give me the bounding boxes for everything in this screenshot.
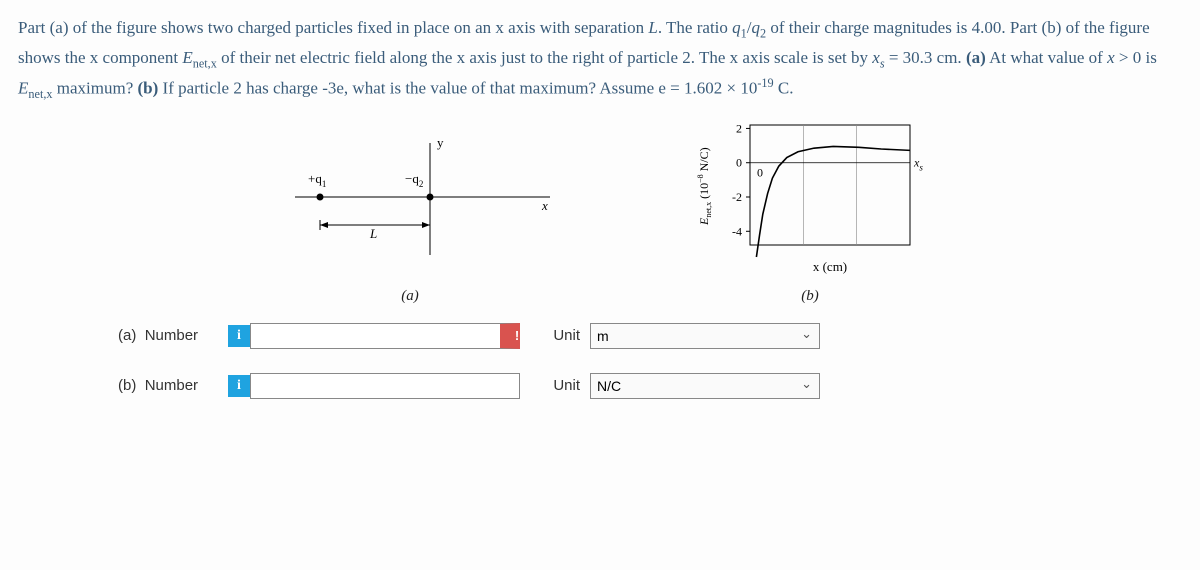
info-icon[interactable]: i	[228, 375, 250, 397]
unit-select-a[interactable]	[590, 323, 820, 349]
unit-label-a: Unit	[536, 327, 580, 344]
x-axis-label: x	[541, 198, 548, 213]
svg-text:Enet,x (10−8 N/C): Enet,x (10−8 N/C)	[696, 147, 713, 226]
svg-text:x (cm): x (cm)	[813, 259, 847, 274]
figure-a-caption: (a)	[260, 288, 560, 305]
y-axis-label: y	[437, 135, 444, 150]
answer-rows: (a) Number i ! Unit (b) Number i ! Unit	[118, 323, 1182, 399]
svg-text:xs: xs	[913, 155, 923, 172]
figure-a-svg: y x +q1 −q2 L	[260, 135, 560, 275]
unit-select-b[interactable]	[590, 373, 820, 399]
q2-dot	[427, 193, 434, 200]
svg-text:0: 0	[736, 155, 742, 169]
q2-label: −q2	[405, 171, 423, 189]
svg-text:-4: -4	[732, 224, 742, 238]
svg-text:-2: -2	[732, 190, 742, 204]
figure-a: y x +q1 −q2 L (a)	[260, 135, 560, 305]
problem-text: Part (a) of the figure shows two charged…	[18, 14, 1182, 105]
answer-a-input[interactable]	[250, 323, 520, 349]
part-a-label: (a) Number	[118, 327, 218, 344]
figure-b: 2 0 -2 -4 0 xs x (cm) Enet,x (10−8 N/C) (b)	[680, 115, 940, 305]
figure-area: y x +q1 −q2 L (a) 2 0 -2 -4 0 xs x (cm) Enet,x …	[18, 115, 1182, 305]
svg-text:2: 2	[736, 121, 742, 135]
L-label: L	[369, 226, 377, 241]
svg-text:0: 0	[757, 165, 763, 179]
answer-row-b: (b) Number i ! Unit	[118, 373, 1182, 399]
q1-dot	[317, 193, 324, 200]
answer-row-a: (a) Number i ! Unit	[118, 323, 1182, 349]
q1-label: +q1	[308, 171, 326, 189]
unit-label-b: Unit	[536, 377, 580, 394]
figure-b-caption: (b)	[680, 288, 940, 305]
figure-b-svg: 2 0 -2 -4 0 xs x (cm) Enet,x (10−8 N/C)	[680, 115, 940, 275]
info-icon[interactable]: i	[228, 325, 250, 347]
answer-b-input[interactable]	[250, 373, 520, 399]
part-b-label: (b) Number	[118, 377, 218, 394]
